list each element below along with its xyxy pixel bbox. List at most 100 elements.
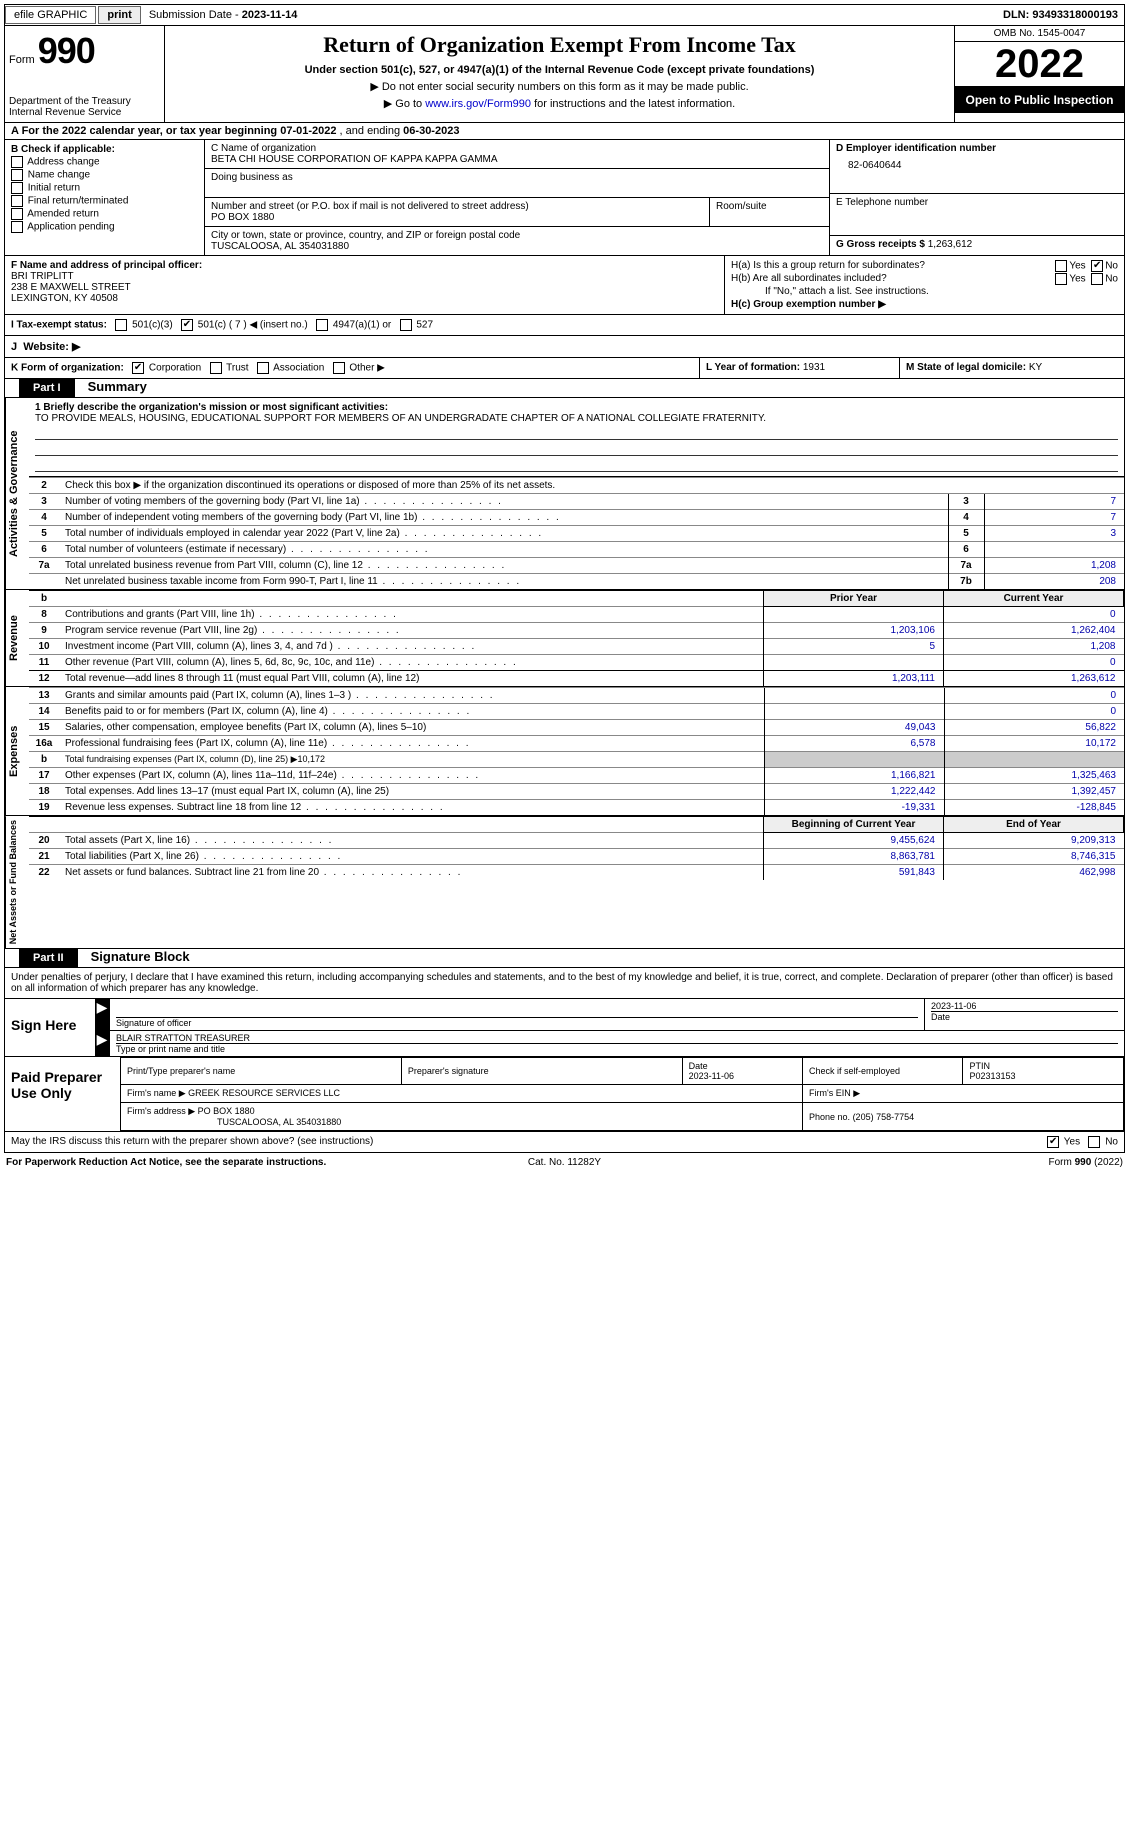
sec-net-assets: Net Assets or Fund Balances Beginning of…: [4, 816, 1125, 949]
ein-label: D Employer identification number: [836, 143, 996, 154]
signature-label: Signature of officer: [116, 1017, 918, 1028]
hdr-boy: Beginning of Current Year: [764, 817, 944, 833]
irs-link[interactable]: www.irs.gov/Form990: [425, 98, 531, 110]
firm-name-value: GREEK RESOURCE SERVICES LLC: [188, 1088, 340, 1098]
cb-address-change[interactable]: Address change: [11, 156, 198, 168]
status-501c3-checkbox[interactable]: [115, 319, 127, 331]
dba-cell: Doing business as: [205, 169, 829, 198]
line-17-prior: 1,166,821: [764, 768, 944, 784]
cb-name-change[interactable]: Name change: [11, 169, 198, 181]
j-label: J: [11, 341, 17, 353]
line-20-boy: 9,455,624: [764, 833, 944, 849]
expenses-table: 13Grants and similar amounts paid (Part …: [29, 687, 1124, 815]
sec-revenue: Revenue bPrior YearCurrent Year 8Contrib…: [4, 590, 1125, 687]
hb-yes-checkbox[interactable]: [1055, 273, 1067, 285]
officer-name-cell: BLAIR STRATTON TREASURER Type or print n…: [109, 1031, 1124, 1056]
footer-catno: Cat. No. 11282Y: [378, 1157, 750, 1168]
line-20-eoy: 9,209,313: [944, 833, 1124, 849]
line-14-prior: [764, 704, 944, 720]
line-3-value: 7: [984, 494, 1124, 510]
vtab-net-assets: Net Assets or Fund Balances: [5, 816, 29, 948]
officer-addr2: LEXINGTON, KY 40508: [11, 293, 718, 304]
dln-value: 93493318000193: [1032, 9, 1118, 21]
street-cell: Number and street (or P.O. box if mail i…: [205, 198, 709, 227]
line-8-curr: 0: [944, 607, 1124, 623]
form-of-org: K Form of organization: Corporation Trus…: [5, 358, 699, 378]
h-a-row: H(a) Is this a group return for subordin…: [731, 260, 1118, 271]
k-corp-checkbox[interactable]: [132, 362, 144, 374]
row-a-mid: , and ending: [340, 125, 404, 137]
vtab-revenue: Revenue: [5, 590, 29, 686]
cb-initial-return[interactable]: Initial return: [11, 182, 198, 194]
dept-treasury: Department of the Treasury Internal Reve…: [9, 96, 160, 118]
firm-addr1: PO BOX 1880: [198, 1106, 255, 1116]
net-assets-table: Beginning of Current YearEnd of Year 20T…: [29, 816, 1124, 880]
k-other-checkbox[interactable]: [333, 362, 345, 374]
line-7b-value: 208: [984, 574, 1124, 590]
submission-date-value: 2023-11-14: [242, 9, 298, 21]
status-4947-checkbox[interactable]: [316, 319, 328, 331]
line-9-prior: 1,203,106: [764, 623, 944, 639]
website-row: J Website: ▶: [4, 336, 1125, 358]
h-a-label: H(a) Is this a group return for subordin…: [731, 260, 925, 271]
line-22-boy: 591,843: [764, 865, 944, 881]
l-value: 1931: [803, 362, 825, 373]
h-b-row: H(b) Are all subordinates included? Yes …: [731, 273, 1118, 284]
top-toolbar: efile GRAPHIC print Submission Date - 20…: [4, 4, 1125, 26]
cb-application-pending[interactable]: Application pending: [11, 221, 198, 233]
form-note-1: ▶ Do not enter social security numbers o…: [171, 80, 948, 93]
print-button[interactable]: print: [98, 6, 140, 24]
line-12-prior: 1,203,111: [764, 671, 944, 687]
form-header: Form 990 Department of the Treasury Inte…: [4, 26, 1125, 123]
line-5-value: 3: [984, 526, 1124, 542]
room-label: Room/suite: [716, 201, 823, 212]
line-7a-value: 1,208: [984, 558, 1124, 574]
principal-officer: F Name and address of principal officer:…: [5, 256, 724, 314]
line-9-curr: 1,262,404: [944, 623, 1124, 639]
status-527-checkbox[interactable]: [400, 319, 412, 331]
hb-no-checkbox[interactable]: [1091, 273, 1103, 285]
form-990-page: efile GRAPHIC print Submission Date - 20…: [0, 0, 1129, 1176]
page-footer: For Paperwork Reduction Act Notice, see …: [4, 1153, 1125, 1172]
cb-final-return[interactable]: Final return/terminated: [11, 195, 198, 207]
cb-amended-return[interactable]: Amended return: [11, 208, 198, 220]
gross-receipts-cell: G Gross receipts $ 1,263,612: [830, 236, 1124, 253]
discuss-no-checkbox[interactable]: [1088, 1136, 1100, 1148]
efile-graphic-label: efile GRAPHIC: [5, 6, 96, 24]
line-11-curr: 0: [944, 655, 1124, 671]
vtab-expenses: Expenses: [5, 687, 29, 815]
ha-no-checkbox[interactable]: [1091, 260, 1103, 272]
submission-date-label: Submission Date -: [149, 9, 242, 21]
part-2-bar: Part II Signature Block: [4, 949, 1125, 968]
col-c-org-info: C Name of organization BETA CHI HOUSE CO…: [205, 140, 829, 255]
line-8-prior: [764, 607, 944, 623]
name-title-label: Type or print name and title: [116, 1043, 1118, 1054]
state-domicile: M State of legal domicile: KY: [899, 358, 1124, 378]
line-15-curr: 56,822: [944, 720, 1124, 736]
ha-yes-checkbox[interactable]: [1055, 260, 1067, 272]
goto-prefix: ▶ Go to: [384, 98, 425, 110]
header-left: Form 990 Department of the Treasury Inte…: [5, 26, 165, 122]
tax-year-begin: 07-01-2022: [280, 125, 336, 137]
k-trust-checkbox[interactable]: [210, 362, 222, 374]
ein-cell: D Employer identification number 82-0640…: [830, 140, 1124, 194]
form-title: Return of Organization Exempt From Incom…: [171, 32, 948, 58]
city-cell: City or town, state or province, country…: [205, 227, 829, 255]
hdr-current-year: Current Year: [944, 591, 1124, 607]
org-name-value: BETA CHI HOUSE CORPORATION OF KAPPA KAPP…: [211, 154, 823, 165]
officer-typed-name: BLAIR STRATTON TREASURER: [116, 1033, 1118, 1043]
line-11-prior: [764, 655, 944, 671]
line-17-curr: 1,325,463: [944, 768, 1124, 784]
part-2-title: Signature Block: [91, 949, 190, 964]
q1-label: 1 Briefly describe the organization's mi…: [35, 402, 388, 413]
pp-date-cell: Date2023-11-06: [682, 1058, 802, 1085]
line-19-curr: -128,845: [944, 800, 1124, 816]
arrow-icon: ▶: [95, 1031, 109, 1056]
dba-label: Doing business as: [211, 172, 823, 183]
signature-date-cell: 2023-11-06 Date: [924, 999, 1124, 1030]
part-2-header: Part II: [19, 949, 78, 967]
m-value: KY: [1029, 362, 1042, 373]
discuss-yes-checkbox[interactable]: [1047, 1136, 1059, 1148]
status-501c-checkbox[interactable]: [181, 319, 193, 331]
k-assoc-checkbox[interactable]: [257, 362, 269, 374]
